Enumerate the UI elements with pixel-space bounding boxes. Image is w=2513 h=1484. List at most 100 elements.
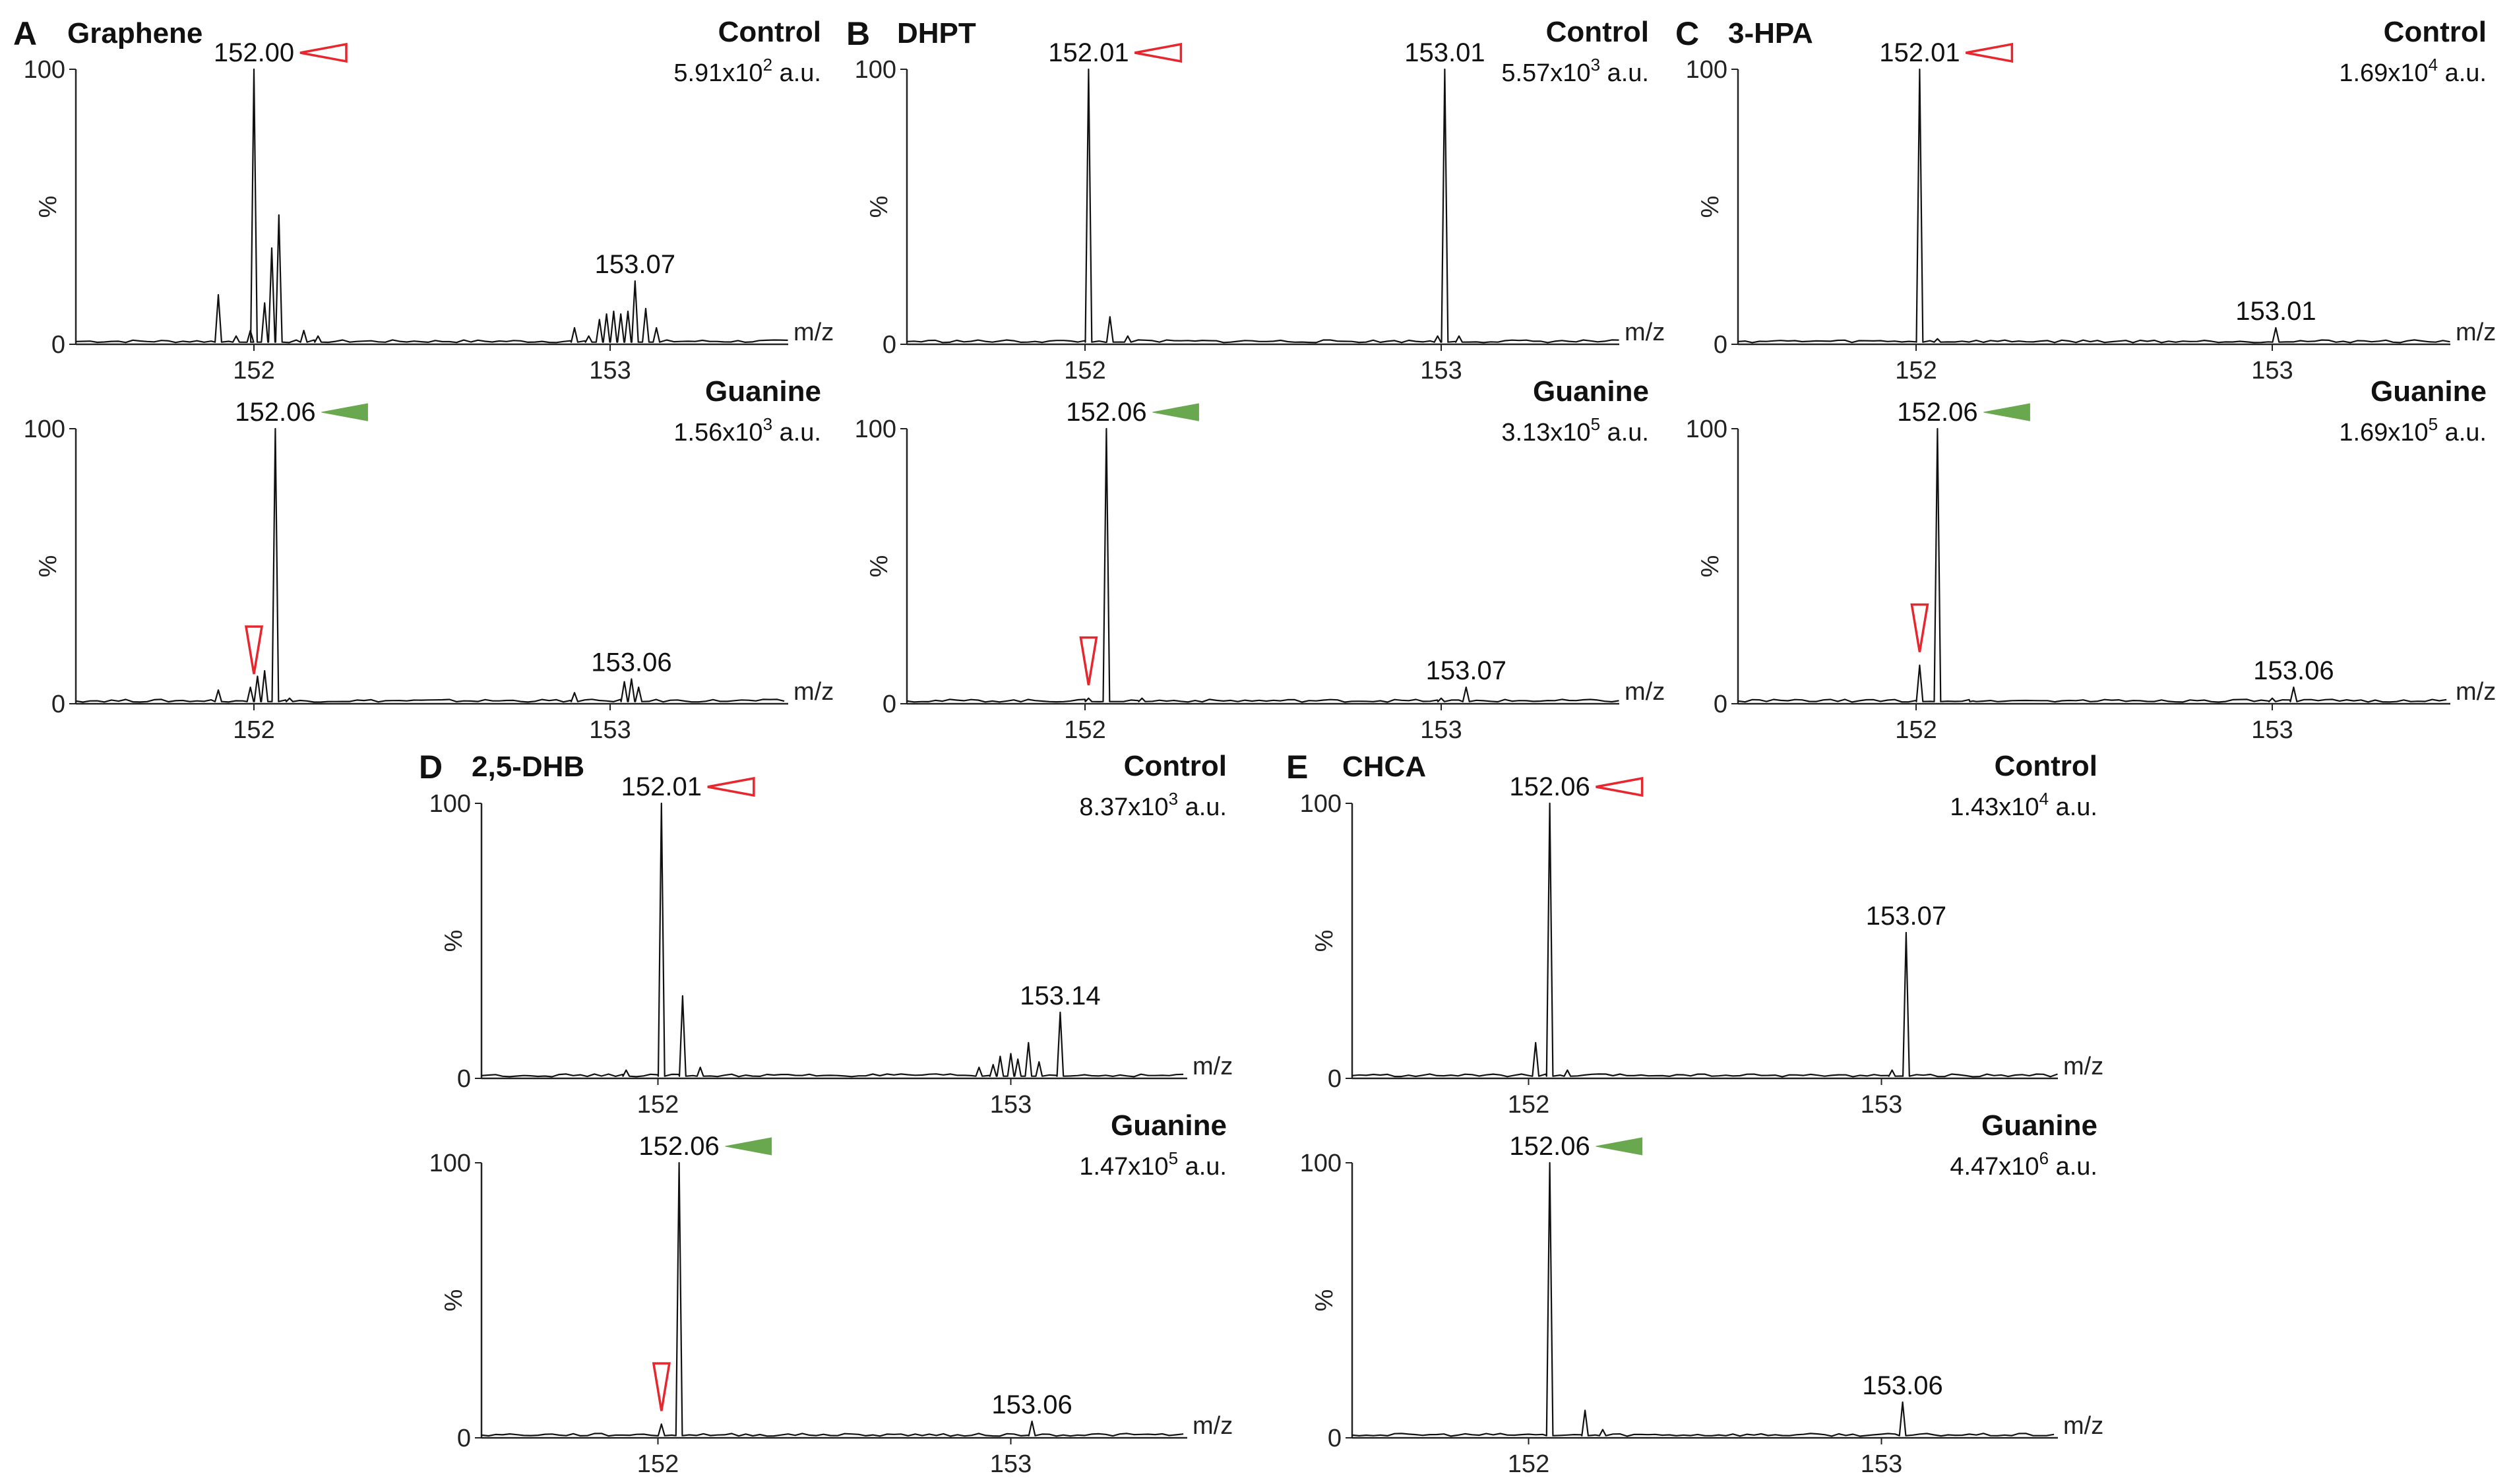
y-axis-label: % xyxy=(440,1289,468,1312)
peak-label: 152.06 xyxy=(1509,1132,1590,1161)
spectrum-panel-B-guanine: 0 100% 152 153 m/z 152.06 153.07 Guanine 3.13x10… xyxy=(855,375,1665,744)
y-tick-label: 0 xyxy=(1328,1065,1342,1093)
peak-label: 152.06 xyxy=(235,398,315,427)
condition-label: Guanine xyxy=(2371,375,2487,408)
y-tick-label: 0 xyxy=(457,1065,471,1093)
y-tick-label: 100 xyxy=(24,56,65,84)
peak-label: 152.06 xyxy=(1897,398,1977,427)
x-tick-label: 152 xyxy=(637,1450,679,1478)
y-tick-label: 0 xyxy=(1714,691,1727,718)
x-axis-label: m/z xyxy=(1625,678,1665,706)
panel-letter: E xyxy=(1286,749,1308,786)
matrix-name: 2,5-DHB xyxy=(472,751,584,783)
condition-label: Control xyxy=(1546,16,1649,48)
condition-label: Control xyxy=(1995,750,2097,782)
peak-label: 153.07 xyxy=(1866,902,1946,931)
precursor-marker-open xyxy=(244,625,264,675)
x-axis-label: m/z xyxy=(2063,1053,2103,1080)
peak-label: 153.01 xyxy=(2235,297,2316,326)
precursor-marker-filled xyxy=(1596,1137,1643,1156)
spectrum-trace xyxy=(481,1161,1184,1437)
x-tick-label: 153 xyxy=(2251,716,2293,744)
x-tick-label: 153 xyxy=(2251,357,2293,385)
x-axis-label: m/z xyxy=(793,678,834,706)
spectrum-panel-B-control: 0 100% 152 153 m/z 152.01 153.01 Control 5.57x10… xyxy=(855,16,1665,385)
x-axis-label: m/z xyxy=(2456,678,2496,706)
spectrum-panel-A-guanine: 0 100% 152 153 m/z 152.06 153.06 Guanine 1.56x10… xyxy=(24,375,834,744)
y-tick-label: 100 xyxy=(1300,790,1342,818)
spectrum-panel-C-control: 0 100% 152 153 m/z 152.01 153.01 Control 1.69x10… xyxy=(1686,16,2497,385)
x-tick-label: 152 xyxy=(637,1091,679,1119)
y-tick-label: 0 xyxy=(1714,331,1727,359)
x-tick-label: 153 xyxy=(1420,357,1462,385)
x-tick-label: 153 xyxy=(1420,716,1462,744)
peak-label: 153.06 xyxy=(2253,656,2334,685)
peak-label: 152.01 xyxy=(621,772,702,801)
peak-label: 153.06 xyxy=(991,1390,1072,1419)
peak-label: 152.00 xyxy=(214,38,294,67)
precursor-marker-open xyxy=(1596,776,1644,797)
peak-label: 152.01 xyxy=(1879,38,1960,67)
intensity-value: 1.43x104 a.u. xyxy=(1950,789,2097,821)
x-tick-label: 152 xyxy=(233,357,274,385)
spectrum-trace xyxy=(906,68,1619,344)
y-tick-label: 0 xyxy=(883,331,896,359)
peak-label: 153.01 xyxy=(1404,38,1485,67)
peak-label: 153.07 xyxy=(1426,656,1506,685)
peak-label: 153.07 xyxy=(595,250,675,279)
spectrum-panel-A-control: 0 100% 152 153 m/z 152.00 153.07 Control 5.91x10… xyxy=(24,16,834,385)
y-tick-label: 0 xyxy=(1328,1425,1342,1452)
precursor-marker-open xyxy=(1134,42,1183,63)
intensity-value: 1.69x104 a.u. xyxy=(2339,55,2487,87)
matrix-name: DHPT xyxy=(897,17,976,49)
matrix-name: Graphene xyxy=(67,17,202,49)
condition-label: Control xyxy=(1124,750,1227,782)
condition-label: Guanine xyxy=(1111,1109,1227,1142)
condition-label: Control xyxy=(718,16,821,48)
x-axis-label: m/z xyxy=(1193,1053,1233,1080)
panel-letter: B xyxy=(846,15,870,52)
spectrum-trace xyxy=(1351,1161,2055,1437)
y-axis-label: % xyxy=(1311,930,1338,952)
x-tick-label: 152 xyxy=(1064,357,1105,385)
x-tick-label: 153 xyxy=(1861,1091,1902,1119)
spectrum-trace xyxy=(1737,68,2450,344)
intensity-value: 5.57x103 a.u. xyxy=(1501,55,1649,87)
y-tick-label: 100 xyxy=(855,56,896,84)
spectrum-panel-C-guanine: 0 100% 152 153 m/z 152.06 153.06 Guanine 1.69x10… xyxy=(1686,375,2497,744)
matrix-name: 3-HPA xyxy=(1728,17,1813,49)
x-tick-label: 153 xyxy=(589,716,631,744)
precursor-marker-filled xyxy=(1152,403,1199,421)
y-axis-label: % xyxy=(34,555,62,578)
spectrum-trace xyxy=(1351,802,2058,1078)
spectrum-trace xyxy=(1737,427,2447,703)
condition-label: Guanine xyxy=(1981,1109,2097,1142)
x-tick-label: 153 xyxy=(1861,1450,1902,1478)
y-axis-label: % xyxy=(440,930,468,952)
y-axis-label: % xyxy=(865,555,893,578)
precursor-marker-open xyxy=(707,776,755,797)
intensity-value: 1.47x105 a.u. xyxy=(1079,1148,1227,1181)
y-axis-label: % xyxy=(34,196,62,218)
y-axis-label: % xyxy=(1696,555,1724,578)
x-tick-label: 152 xyxy=(1895,716,1937,744)
peak-label: 153.06 xyxy=(591,648,671,677)
precursor-marker-filled xyxy=(725,1137,772,1156)
y-tick-label: 0 xyxy=(883,691,896,718)
y-tick-label: 0 xyxy=(457,1425,471,1452)
x-axis-label: m/z xyxy=(2063,1412,2103,1440)
x-tick-label: 152 xyxy=(1508,1091,1549,1119)
x-tick-label: 152 xyxy=(1895,357,1937,385)
y-axis-label: % xyxy=(1696,196,1724,218)
panel-letter: D xyxy=(419,749,443,786)
y-axis-label: % xyxy=(1311,1289,1338,1312)
condition-label: Control xyxy=(2384,16,2487,48)
spectrum-trace xyxy=(75,68,788,344)
y-axis-label: % xyxy=(865,196,893,218)
x-tick-label: 152 xyxy=(1508,1450,1549,1478)
spectrum-trace xyxy=(75,427,785,703)
y-tick-label: 100 xyxy=(1300,1150,1342,1177)
y-tick-label: 100 xyxy=(24,416,65,443)
precursor-marker-open xyxy=(1910,603,1929,652)
x-tick-label: 153 xyxy=(589,357,631,385)
